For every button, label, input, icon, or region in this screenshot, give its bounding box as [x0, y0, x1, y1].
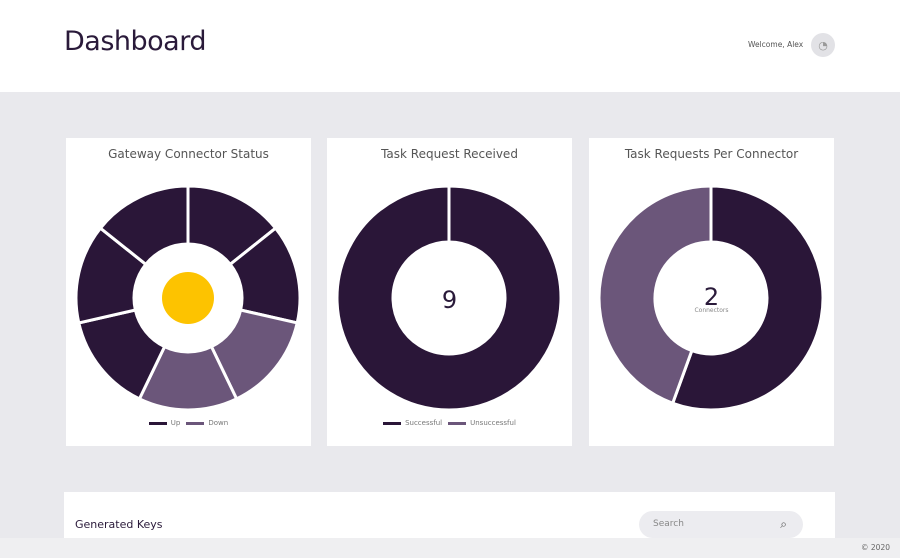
- legend: Up Down: [66, 419, 311, 427]
- segment-successful[interactable]: [335, 184, 563, 410]
- requests-per-connector-chart: [597, 184, 825, 410]
- page-title: Dashboard: [64, 26, 206, 57]
- legend-up: Up: [148, 419, 180, 427]
- status-indicator: [162, 272, 214, 324]
- segment-connector-1[interactable]: [670, 184, 825, 410]
- segment-up[interactable]: [98, 184, 190, 267]
- requests-per-connector-card: Task Requests Per Connector 2 Connectors: [589, 138, 834, 446]
- search-placeholder: Search: [653, 519, 684, 529]
- gateway-status-card: Gateway Connector Status Up Down: [66, 138, 311, 446]
- segment-connector-2[interactable]: [597, 184, 713, 406]
- center-value: 9: [441, 286, 458, 314]
- avatar[interactable]: ◔: [811, 33, 835, 57]
- search-input[interactable]: Search ⌕: [639, 511, 803, 538]
- card-title: Gateway Connector Status: [108, 147, 269, 161]
- section-title: Generated Keys: [75, 518, 163, 531]
- footer: © 2020: [0, 538, 900, 558]
- task-received-chart: [335, 184, 563, 410]
- search-icon[interactable]: ⌕: [780, 517, 787, 531]
- task-received-card: Task Request Received 9 Successful Unsuc…: [327, 138, 572, 446]
- legend: Successful Unsuccessful: [327, 419, 572, 427]
- legend-down: Down: [186, 419, 228, 427]
- gateway-status-chart: [74, 184, 302, 410]
- welcome-text: Welcome, Alex: [748, 40, 804, 49]
- card-title: Task Requests Per Connector: [624, 147, 799, 161]
- header: Dashboard Welcome, Alex ◔: [0, 0, 900, 92]
- legend-successful: Successful: [383, 419, 442, 427]
- center-value: 2: [703, 283, 720, 311]
- legend-unsuccessful: Unsuccessful: [448, 419, 516, 427]
- card-title: Task Request Received: [381, 147, 518, 161]
- copyright: © 2020: [861, 543, 890, 552]
- center-label: Connectors: [694, 307, 729, 314]
